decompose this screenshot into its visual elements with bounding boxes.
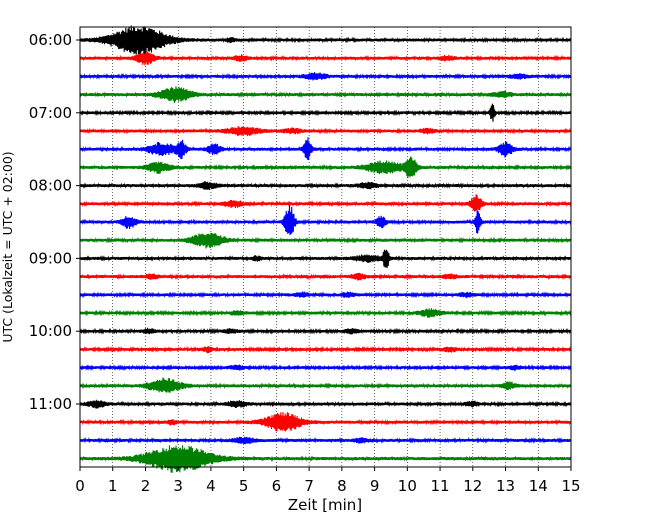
trace-line [79, 181, 572, 191]
trace-line [79, 291, 572, 299]
vertical-grid-lines [112, 27, 539, 467]
trace-line [79, 137, 572, 161]
y-axis-label: UTC (Lokalzeit = UTC + 02:00) [0, 151, 15, 342]
trace-line [79, 194, 572, 212]
seismogram-traces [79, 25, 572, 473]
x-tick-label: 4 [206, 477, 216, 495]
x-tick-label: 10 [398, 477, 417, 495]
trace-line [79, 364, 572, 372]
y-axis-ticks: 06:00 07:00 08:00 09:00 10:00 11:00 [29, 31, 80, 413]
y-tick-label: 09:00 [29, 249, 72, 267]
x-tick-label: 14 [529, 477, 548, 495]
x-tick-label: 15 [561, 477, 580, 495]
trace-line [79, 232, 572, 249]
trace-line [79, 272, 572, 281]
trace-line [79, 327, 572, 335]
y-tick-label: 07:00 [29, 104, 72, 122]
y-tick-label: 08:00 [29, 177, 72, 195]
x-tick-label: 7 [304, 477, 314, 495]
trace-line [79, 125, 572, 137]
y-tick-label: 10:00 [29, 322, 72, 340]
x-tick-label: 2 [141, 477, 151, 495]
x-tick-label: 5 [239, 477, 249, 495]
x-tick-label: 13 [496, 477, 515, 495]
trace-line [79, 72, 572, 81]
trace-line [79, 436, 572, 445]
plot-frame [79, 26, 572, 468]
x-axis-label: Zeit [min] [288, 496, 362, 514]
y-tick-label: 11:00 [29, 395, 72, 413]
trace-line [79, 204, 572, 236]
x-tick-label: 6 [272, 477, 282, 495]
trace-line [79, 445, 572, 473]
trace-line [79, 345, 572, 354]
trace-line [79, 308, 572, 318]
x-axis-ticks: 0 1 2 3 4 5 6 7 8 9 10 11 12 13 14 15 [75, 467, 581, 495]
y-tick-label: 06:00 [29, 31, 72, 49]
x-tick-label: 8 [337, 477, 347, 495]
x-tick-label: 0 [75, 477, 85, 495]
trace-line [79, 86, 572, 104]
x-tick-label: 9 [370, 477, 380, 495]
trace-line [79, 156, 572, 179]
trace-line [79, 103, 572, 122]
trace-line [79, 51, 572, 66]
trace-line [79, 249, 572, 269]
trace-line [79, 412, 572, 432]
x-tick-label: 3 [173, 477, 183, 495]
trace-line [79, 377, 572, 393]
x-tick-label: 11 [431, 477, 450, 495]
x-tick-label: 1 [108, 477, 118, 495]
trace-line [79, 25, 572, 55]
x-tick-label: 12 [463, 477, 482, 495]
trace-line [79, 399, 572, 409]
